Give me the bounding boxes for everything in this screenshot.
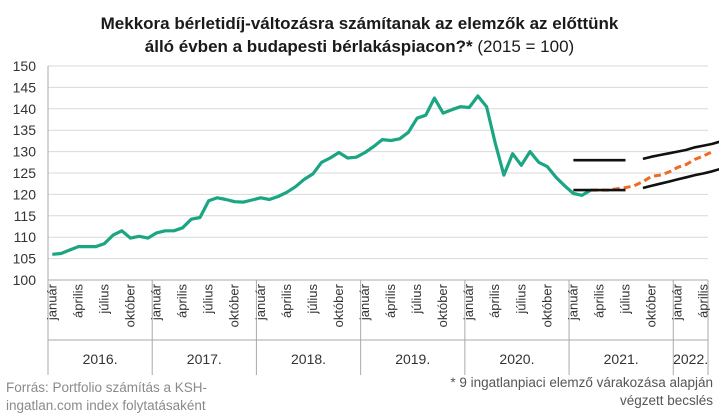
year-label: 2017. (187, 351, 222, 367)
axis-labels: 100 105 110 115 120 125 130 135 140 145 150 2016. 20… (13, 58, 711, 367)
y-tick-label: 125 (13, 165, 37, 181)
x-tick-label: április (591, 284, 606, 318)
series-lower-band-2 (642, 167, 719, 190)
x-tick-label: január (670, 283, 685, 321)
chart-title-line2: álló évben a budapesti bérlakáspiacon?* … (0, 35, 719, 58)
x-tick-label: július (96, 284, 111, 315)
year-label: 2020. (499, 351, 534, 367)
x-tick-label: április (487, 284, 502, 318)
x-tick-label: július (409, 284, 424, 315)
y-tick-label: 105 (13, 251, 37, 267)
y-tick-label: 150 (13, 58, 37, 74)
x-tick-label: április (70, 284, 85, 318)
x-tick-label: október (331, 283, 346, 327)
y-tick-label: 145 (13, 79, 37, 95)
y-tick-label: 130 (13, 144, 37, 160)
y-tick-label: 120 (13, 186, 37, 202)
x-tick-label: október (227, 283, 242, 327)
x-tick-label: április (175, 284, 190, 318)
year-label: 2022. (673, 351, 708, 367)
year-label: 2019. (395, 351, 430, 367)
series (52, 94, 719, 256)
y-tick-label: 110 (14, 229, 37, 245)
x-tick-label: január (44, 283, 59, 321)
y-tick-label: 140 (13, 101, 37, 117)
x-tick-label: október (539, 283, 554, 327)
x-tick-label: április (696, 284, 711, 318)
x-tick-label: július (201, 284, 216, 315)
x-tick-label: október (435, 283, 450, 327)
x-tick-label: január (565, 283, 580, 321)
footnote: * 9 ingatlanpiaci elemző várakozása alap… (450, 375, 713, 408)
year-label: 2018. (291, 351, 326, 367)
x-tick-label: január (253, 283, 268, 321)
y-tick-label: 115 (14, 208, 37, 224)
series-upper-band-2 (642, 140, 719, 161)
x-tick-label: július (618, 284, 633, 315)
x-tick-label: október (644, 283, 659, 327)
axes (47, 66, 709, 375)
x-tick-label: július (305, 284, 320, 315)
y-tick-label: 135 (13, 122, 37, 138)
gridlines (48, 65, 708, 281)
x-tick-label: január (149, 283, 164, 321)
x-tick-label: január (357, 283, 372, 321)
source-note: Forrás: Portfolio számítás a KSH-ingatla… (6, 380, 208, 413)
year-label: 2016. (83, 351, 118, 367)
x-tick-label: április (279, 284, 294, 318)
x-tick-label: július (513, 284, 528, 315)
x-tick-label: október (123, 283, 138, 327)
chart-title-line1: Mekkora bérletidíj-változásra számítanak… (100, 14, 619, 33)
chart-title-line2-bold: álló évben a budapesti bérlakáspiacon?* (144, 37, 473, 56)
series-actual (52, 94, 592, 256)
x-tick-label: január (461, 283, 476, 321)
chart-title-line2-rest: (2015 = 100) (472, 37, 575, 56)
y-tick-label: 100 (13, 272, 37, 288)
x-tick-label: április (383, 284, 398, 318)
year-label: 2021. (604, 351, 639, 367)
